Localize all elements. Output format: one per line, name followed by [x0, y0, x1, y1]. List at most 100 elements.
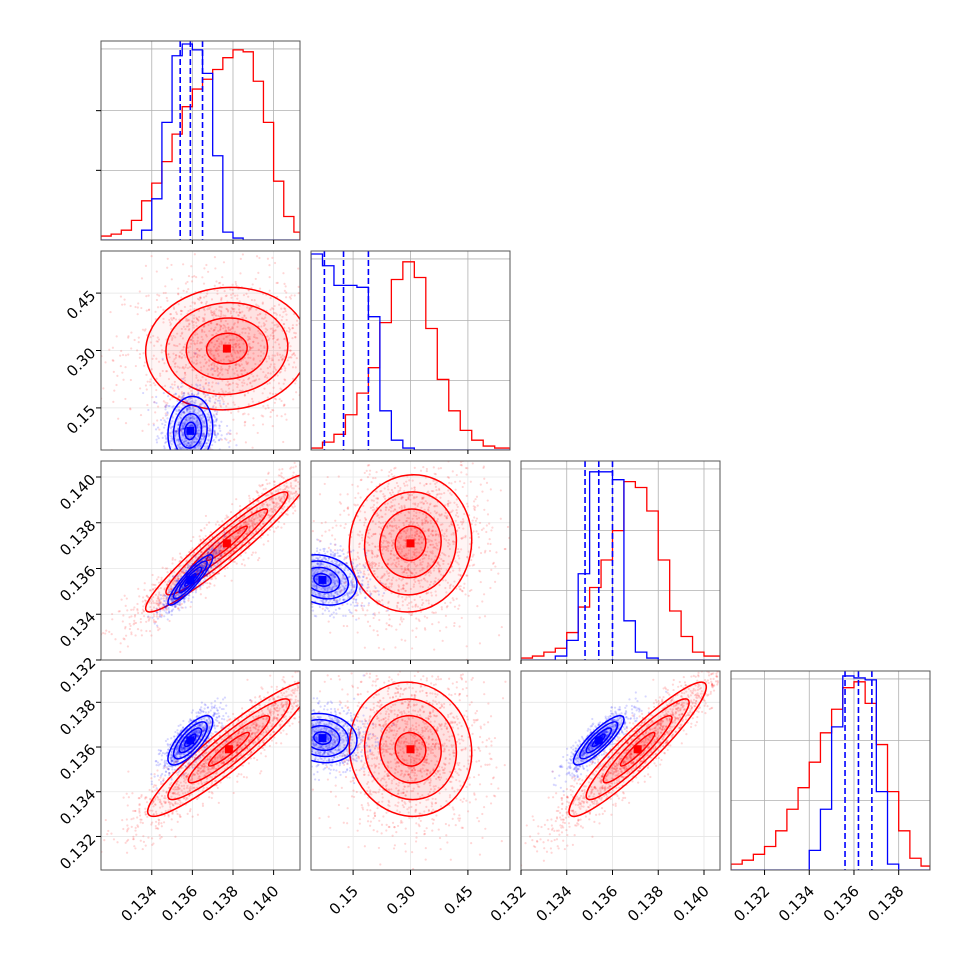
- blue-sample-point: [183, 422, 186, 426]
- red-sample-point: [248, 308, 251, 311]
- red-sample-point: [197, 318, 200, 322]
- red-sample-point: [137, 340, 140, 344]
- red-sample-point: [176, 332, 179, 335]
- blue-sample-point: [213, 425, 216, 428]
- red-sample-point: [78, 344, 80, 346]
- red-sample-point: [272, 386, 275, 389]
- red-sample-point: [184, 373, 187, 376]
- blue-sample-point: [203, 421, 206, 424]
- red-sample-point: [262, 488, 265, 491]
- red-sample-point: [165, 607, 168, 610]
- red-sample-point: [243, 393, 246, 396]
- blue-sample-point: [216, 432, 219, 435]
- red-sample-point: [185, 399, 189, 403]
- red-sample-point: [201, 543, 205, 546]
- blue-sample-point: [184, 423, 187, 426]
- red-sample-point: [146, 380, 149, 383]
- red-sample-point: [281, 358, 284, 361]
- red-sample-point: [257, 527, 260, 531]
- blue-sample-point: [223, 437, 227, 440]
- red-sample-point: [256, 318, 259, 321]
- red-sample-point: [225, 405, 228, 408]
- red-sample-point: [171, 582, 174, 585]
- red-sample-point: [245, 537, 249, 541]
- red-sample-point: [108, 630, 111, 633]
- red-sample-point: [282, 404, 285, 407]
- red-sample-point: [171, 318, 174, 322]
- red-sample-point: [250, 522, 254, 525]
- blue-sample-point: [189, 417, 193, 420]
- red-sample-point: [220, 438, 224, 441]
- red-sample-point: [175, 354, 178, 357]
- red-sample-point: [184, 356, 187, 359]
- red-sample-point: [236, 294, 239, 297]
- red-sample-point: [220, 343, 223, 346]
- red-sample-point: [159, 374, 162, 377]
- red-sample-point: [172, 344, 176, 347]
- blue-sample-point: [168, 404, 171, 408]
- red-sample-point: [236, 540, 239, 544]
- red-sample-point: [407, 436, 409, 438]
- blue-sample-point: [213, 559, 217, 562]
- blue-sample-point: [185, 451, 187, 453]
- red-sample-point: [248, 499, 251, 503]
- blue-sample-point: [182, 394, 186, 397]
- red-sample-point: [224, 390, 227, 393]
- red-sample-point: [238, 530, 242, 533]
- red-sample-point: [266, 404, 269, 407]
- red-sample-point: [220, 341, 224, 344]
- red-sample-point: [262, 503, 266, 506]
- blue-sample-point: [187, 398, 190, 401]
- red-density-peak: [222, 539, 231, 548]
- blue-sample-point: [183, 422, 186, 425]
- red-sample-point: [176, 575, 179, 578]
- red-sample-point: [214, 550, 217, 553]
- red-sample-point: [232, 357, 235, 360]
- red-sample-point: [173, 358, 176, 361]
- red-sample-point: [347, 339, 349, 341]
- red-sample-point: [392, 454, 394, 456]
- red-sample-point: [293, 312, 296, 316]
- red-sample-point: [200, 328, 204, 331]
- red-sample-point: [268, 264, 271, 267]
- red-sample-point: [364, 441, 366, 443]
- red-sample-point: [199, 593, 202, 596]
- blue-sample-point: [213, 429, 216, 433]
- red-sample-point: [270, 235, 272, 237]
- red-sample-point: [422, 466, 425, 469]
- red-sample-point: [180, 390, 184, 394]
- blue-sample-point: [213, 463, 215, 465]
- blue-sample-point: [188, 424, 191, 428]
- red-sample-point: [293, 505, 296, 508]
- red-sample-point: [124, 627, 127, 630]
- red-sample-point: [221, 544, 224, 547]
- red-sample-point: [261, 522, 265, 525]
- red-sample-point: [254, 517, 257, 520]
- blue-sample-point: [181, 431, 184, 434]
- red-sample-point: [203, 354, 206, 357]
- blue-sample-point: [177, 458, 179, 460]
- blue-sample-point: [188, 445, 191, 448]
- red-sample-point: [210, 327, 213, 330]
- red-sample-point: [169, 588, 172, 591]
- red-sample-point: [283, 505, 286, 508]
- red-sample-point: [192, 535, 195, 539]
- red-sample-point: [171, 387, 174, 390]
- red-sample-point: [221, 537, 224, 540]
- blue-sample-point: [155, 395, 158, 398]
- red-sample-point: [324, 463, 326, 465]
- red-sample-point: [238, 504, 242, 508]
- red-sample-point: [204, 302, 208, 305]
- red-sample-point: [232, 537, 235, 540]
- red-sample-point: [245, 292, 248, 295]
- red-sample-point: [193, 308, 196, 311]
- red-contour: [165, 301, 289, 396]
- red-sample-point: [138, 595, 141, 598]
- red-sample-point: [191, 275, 194, 279]
- red-sample-point: [290, 356, 293, 359]
- blue-sample-point: [186, 451, 188, 453]
- red-sample-point: [234, 535, 237, 539]
- blue-sample-point: [174, 393, 177, 396]
- red-sample-point: [328, 346, 330, 348]
- red-sample-point: [203, 468, 205, 470]
